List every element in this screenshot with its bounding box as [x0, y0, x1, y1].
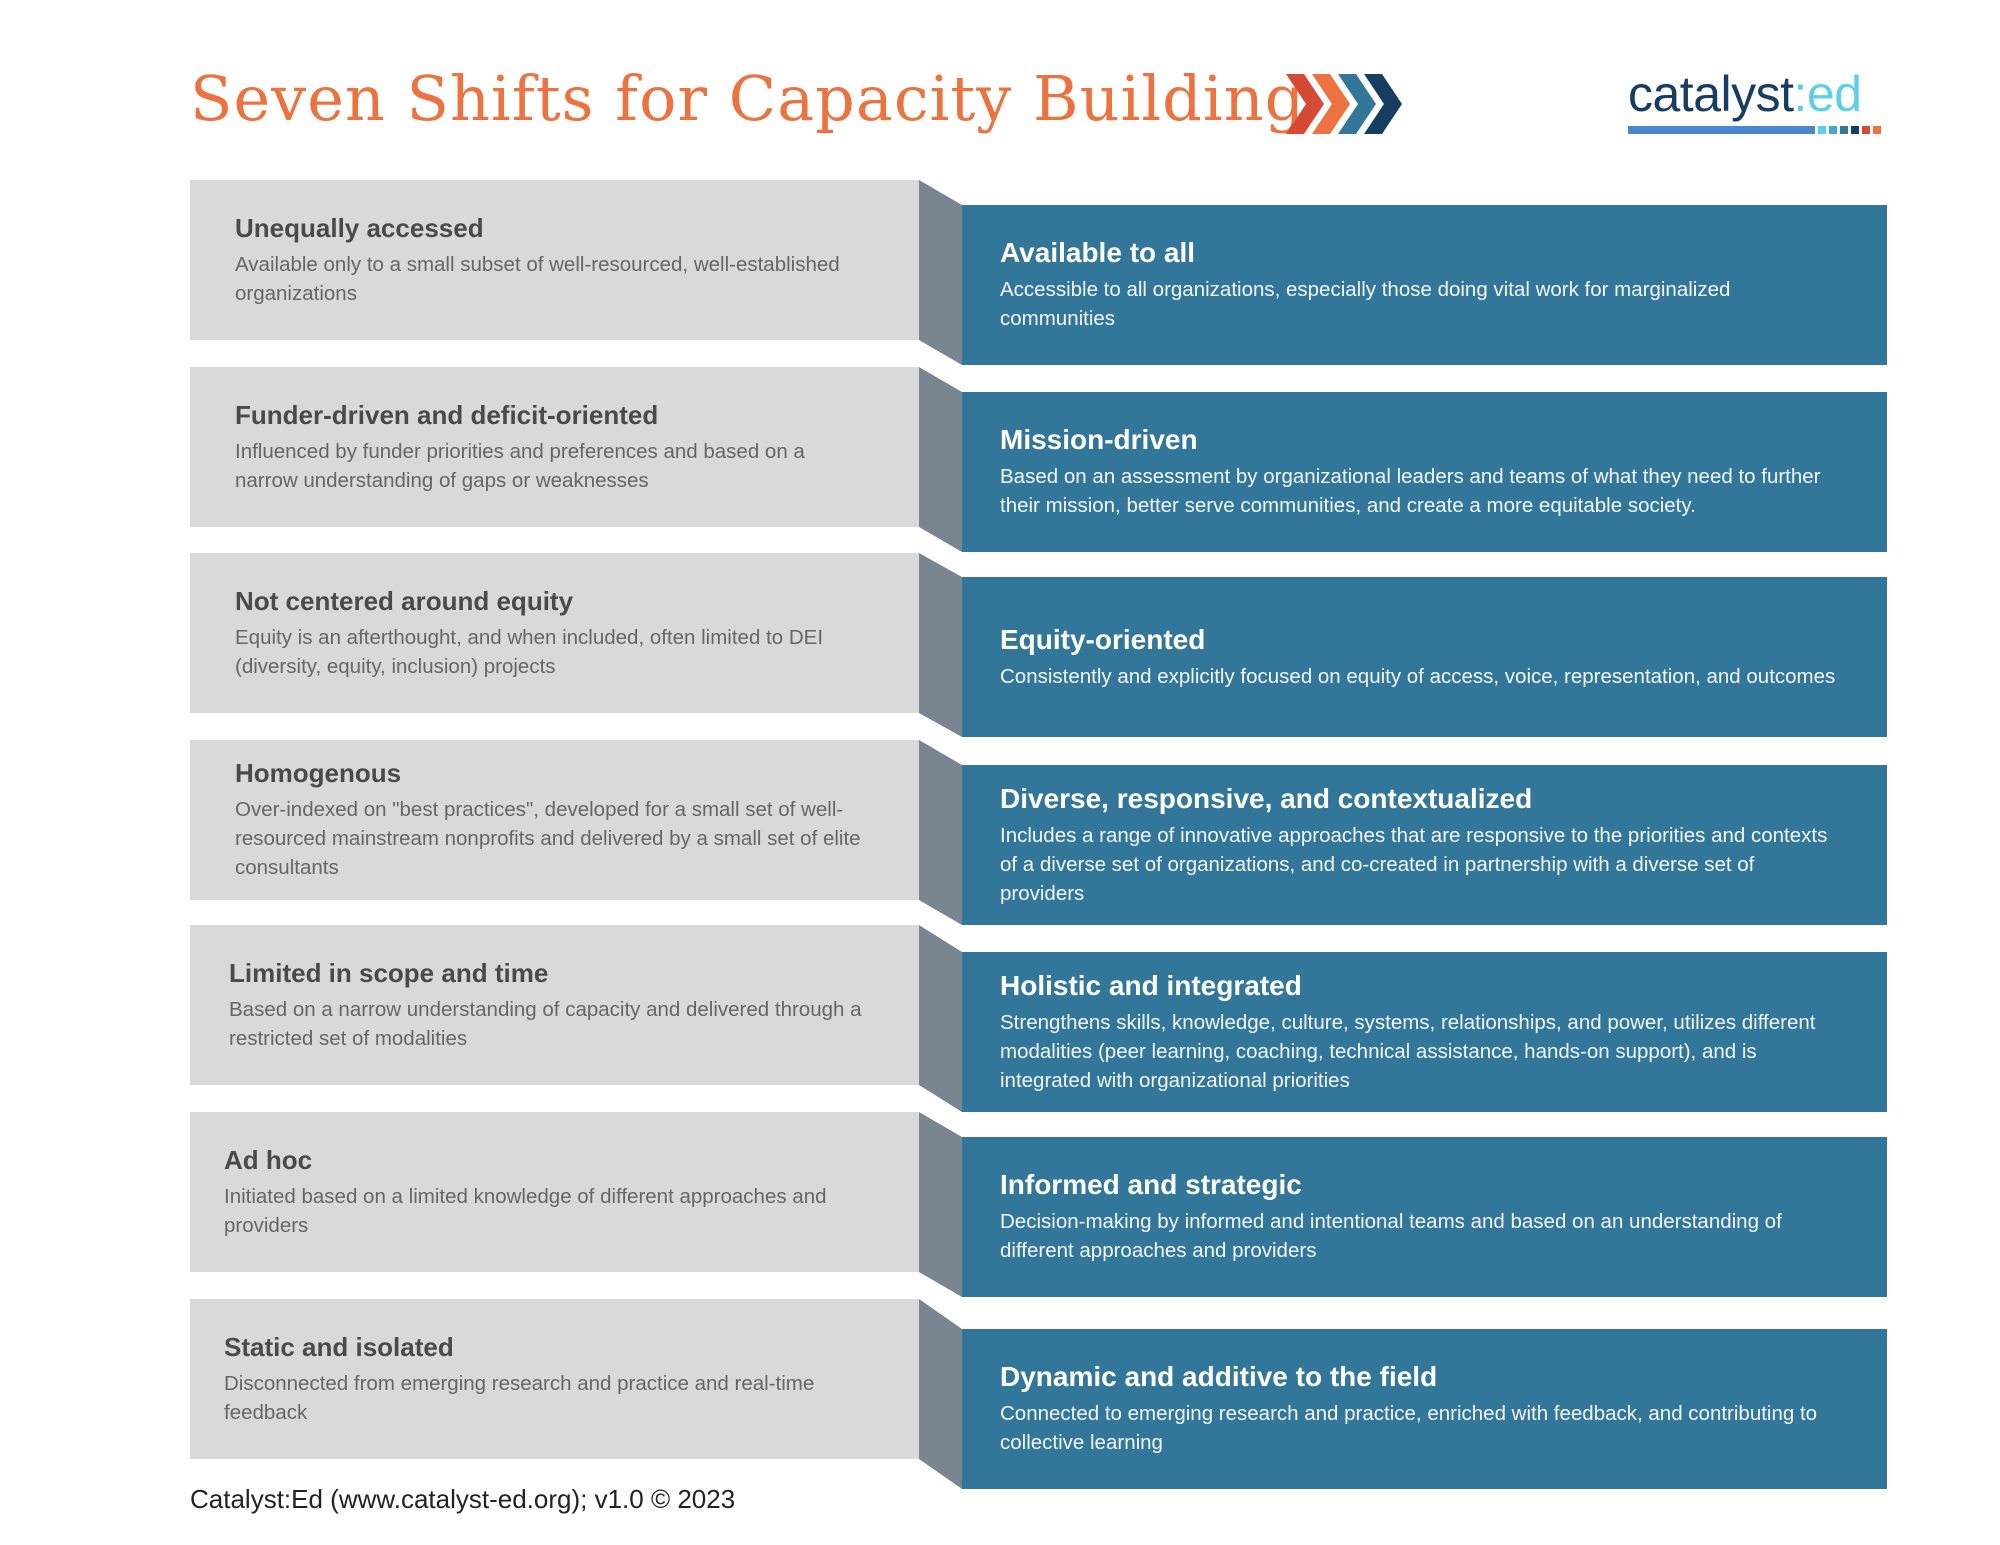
future-state-title: Informed and strategic — [1000, 1169, 1302, 1200]
future-state-description: Consistently and explicitly focused on e… — [1000, 664, 1836, 688]
future-state-description: Strengthens skills, knowledge, culture, … — [1000, 1010, 1816, 1092]
logo-bar — [1628, 126, 1883, 134]
future-state-box: Holistic and integrated Strengthens skill… — [962, 952, 1887, 1112]
future-state-box: Equity-oriented Consistently and explicit… — [962, 577, 1887, 737]
future-state-description: Accessible to all organizations, especia… — [1000, 278, 1731, 330]
shift-connector — [919, 740, 962, 925]
shift-connector — [919, 925, 962, 1112]
future-state-description: Decision-making by informed and intentio… — [1000, 1210, 1782, 1262]
logo-text-catalyst: catalyst — [1628, 66, 1794, 122]
future-state-description: Connected to emerging research and pract… — [1000, 1402, 1818, 1454]
current-state-title: Static and isolated — [224, 1331, 454, 1362]
future-state-title: Holistic and integrated — [1000, 969, 1302, 1001]
page-title: Seven Shifts for Capacity Building — [190, 62, 1306, 135]
future-state-description: Based on an assessment by organizational… — [1000, 465, 1821, 517]
current-state-title: Ad hoc — [224, 1144, 313, 1175]
future-state-title: Diverse, responsive, and contextualized — [1000, 782, 1533, 814]
current-state-box: Limited in scope and time Based on a narr… — [190, 925, 919, 1085]
future-state-box: Diverse, responsive, and contextualized I… — [962, 765, 1887, 925]
current-state-description: Initiated based on a limited knowledge o… — [224, 1184, 827, 1237]
future-state-box: Mission-driven Based on an assessment by … — [962, 392, 1887, 552]
current-state-box: Funder-driven and deficit-oriented Influe… — [190, 367, 919, 527]
shift-connector — [919, 180, 962, 365]
current-state-description: Based on a narrow understanding of capac… — [229, 997, 862, 1050]
current-state-title: Funder-driven and deficit-oriented — [235, 399, 659, 430]
current-state-description: Disconnected from emerging research and … — [224, 1371, 815, 1424]
shift-connector — [919, 553, 962, 737]
current-state-title: Limited in scope and time — [229, 957, 549, 988]
footer-credit: Catalyst:Ed (www.catalyst-ed.org); v1.0 … — [190, 1484, 736, 1514]
catalyst-ed-logo: catalyst:ed — [1628, 66, 1883, 138]
future-state-box: Informed and strategic Decision-making by… — [962, 1137, 1887, 1297]
future-state-title: Available to all — [1000, 237, 1196, 268]
future-state-title: Equity-oriented — [1000, 623, 1206, 655]
current-state-box: Static and isolated Disconnected from eme… — [190, 1299, 919, 1459]
current-state-description: Influenced by funder priorities and pref… — [235, 439, 805, 492]
shift-connector — [919, 367, 962, 552]
current-state-box: Homogenous Over-indexed on "best practice… — [190, 740, 919, 900]
current-state-description: Equity is an afterthought, and when incl… — [235, 625, 824, 678]
current-state-title: Unequally accessed — [235, 212, 484, 243]
future-state-description: Includes a range of innovative approache… — [1000, 823, 1828, 905]
current-state-title: Not centered around equity — [235, 585, 574, 616]
current-state-description: Available only to a small subset of well… — [235, 252, 840, 305]
shift-connector — [919, 1112, 962, 1297]
current-state-box: Not centered around equity Equity is an a… — [190, 553, 919, 713]
future-state-box: Available to all Accessible to all organi… — [962, 205, 1887, 365]
shift-connector — [919, 1299, 962, 1489]
current-state-box: Ad hoc Initiated based on a limited knowl… — [190, 1112, 919, 1272]
current-state-description: Over-indexed on "best practices", develo… — [235, 798, 861, 879]
future-state-title: Mission-driven — [1000, 424, 1198, 455]
logo-text-ed: :ed — [1793, 66, 1863, 122]
future-state-box: Dynamic and additive to the field Connect… — [962, 1329, 1887, 1489]
chevrons-icon — [1286, 74, 1402, 134]
current-state-box: Unequally accessed Available only to a sm… — [190, 180, 919, 340]
current-state-title: Homogenous — [235, 758, 402, 788]
future-state-title: Dynamic and additive to the field — [1000, 1361, 1438, 1392]
